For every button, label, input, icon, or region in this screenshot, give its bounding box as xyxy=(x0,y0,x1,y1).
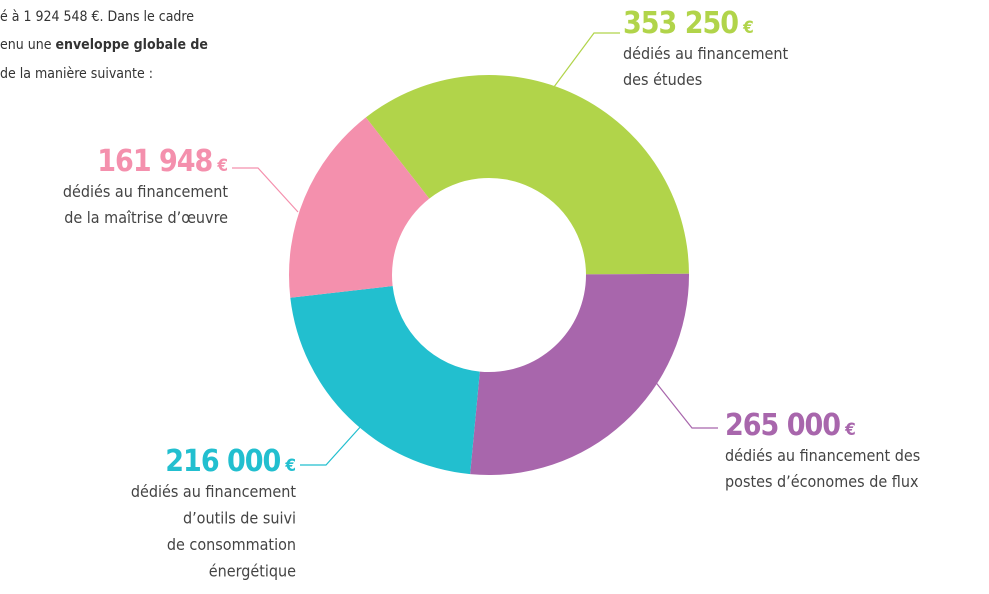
description: d’outils de suivi xyxy=(183,509,296,528)
donut-segment xyxy=(365,74,689,275)
intro-line: de la manière suivante : xyxy=(0,66,153,82)
value-number: 265 000 xyxy=(725,408,840,443)
description: dédiés au financement des xyxy=(725,446,920,465)
description: des études xyxy=(623,70,702,89)
donut-segment xyxy=(470,273,689,475)
leader-line xyxy=(649,374,718,429)
currency: € xyxy=(216,156,228,176)
value-label: 265 000 € xyxy=(725,408,856,443)
intro-line: enu une enveloppe globale de xyxy=(0,37,208,53)
currency: € xyxy=(844,420,856,440)
value-number: 353 250 xyxy=(623,6,738,41)
value-label: 161 948 € xyxy=(97,144,228,179)
description: dédiés au financement xyxy=(131,482,297,501)
leader-line xyxy=(232,167,299,213)
value-number: 216 000 xyxy=(165,444,280,479)
donut-segment xyxy=(290,286,480,475)
value-label: 216 000 € xyxy=(165,444,296,479)
description: dédiés au financement xyxy=(63,182,229,201)
description: énergétique xyxy=(209,562,296,581)
value-label: 353 250 € xyxy=(623,6,754,41)
value-number: 161 948 xyxy=(97,144,212,179)
description: de consommation xyxy=(167,535,296,554)
currency: € xyxy=(742,18,754,38)
leader-line xyxy=(300,424,363,466)
currency: € xyxy=(284,456,296,476)
donut-segment xyxy=(289,117,430,298)
intro-bold: enveloppe globale de xyxy=(55,37,208,53)
intro-line: é à 1 924 548 €. Dans le cadre xyxy=(0,9,194,25)
description: dédiés au financement xyxy=(623,44,789,63)
leader-line xyxy=(547,32,620,96)
description: postes d’économes de flux xyxy=(725,472,919,491)
intro-text: enu une xyxy=(0,37,55,53)
description: de la maîtrise d’œuvre xyxy=(64,208,228,227)
